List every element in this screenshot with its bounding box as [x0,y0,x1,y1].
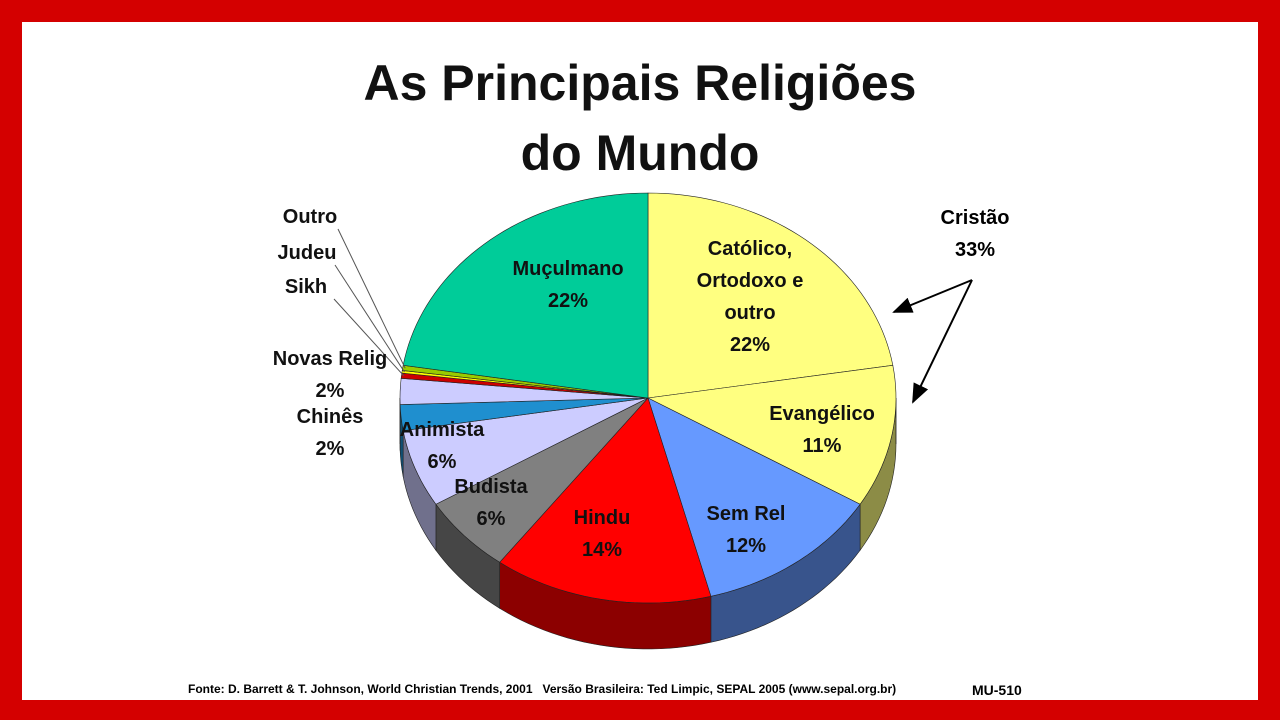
slice-label: Budista 6% [441,471,541,535]
pie-slice [402,397,649,505]
pie-slice [646,364,897,505]
value-label: 22% [729,334,771,356]
slice-label: Hindu 14% [552,502,652,566]
slice-label: Outro [270,201,350,233]
category-label: Hindu [573,507,631,529]
category-label: Novas Relig [272,348,388,370]
pie-slice [647,397,861,597]
arrow [892,279,973,313]
pie-slice [402,192,649,399]
category-label: Sem Rel [706,503,786,525]
category-label: Chinês [296,406,364,428]
value-label: 6% [427,451,457,473]
pie-slices [399,192,897,604]
chart-title: As Principais Religiões do Mundo [363,55,917,181]
annotation: Cristão 33% [940,207,1010,261]
category-label: Muçulmano [512,258,624,280]
category-label: Budista [454,476,528,498]
slice-label: Sikh [266,271,346,303]
category-label: Judeu [277,242,337,264]
category-label: Católico, Ortodoxo e outro [696,238,804,324]
leader-line [333,298,405,377]
pie-slice [647,192,894,399]
slice-label: Sem Rel 12% [686,498,806,562]
value-label: 11% [802,435,842,457]
slice-label: Muçulmano 22% [488,253,648,317]
value-label: 2% [315,438,345,460]
leader-line [337,228,406,369]
leader-line [334,264,405,373]
value-label: 12% [725,535,767,557]
source-note: Fonte: D. Barrett & T. Johnson, World Ch… [188,682,897,696]
pie-slice [499,397,712,604]
slide-code: MU-510 [972,682,1022,698]
slice-label: Novas Relig 2% [255,343,405,407]
slice-label: Chinês 2% [280,401,380,465]
slice-label: Católico, Ortodoxo e outro 22% [693,233,808,361]
category-label: Animista [399,419,485,441]
category-label: Sikh [284,276,328,298]
pie-slice [435,397,649,563]
slice-label: Animista 6% [387,414,497,478]
category-label: Outro [282,206,338,228]
arrow [912,279,973,404]
value-label: 22% [547,290,589,312]
slice-label: Judeu [267,237,347,269]
value-label: 6% [476,508,506,530]
category-label: Evangélico [769,403,875,425]
value-label: 14% [581,539,623,561]
value-label: 2% [315,380,345,402]
slice-label: Evangélico 11% [752,398,892,462]
